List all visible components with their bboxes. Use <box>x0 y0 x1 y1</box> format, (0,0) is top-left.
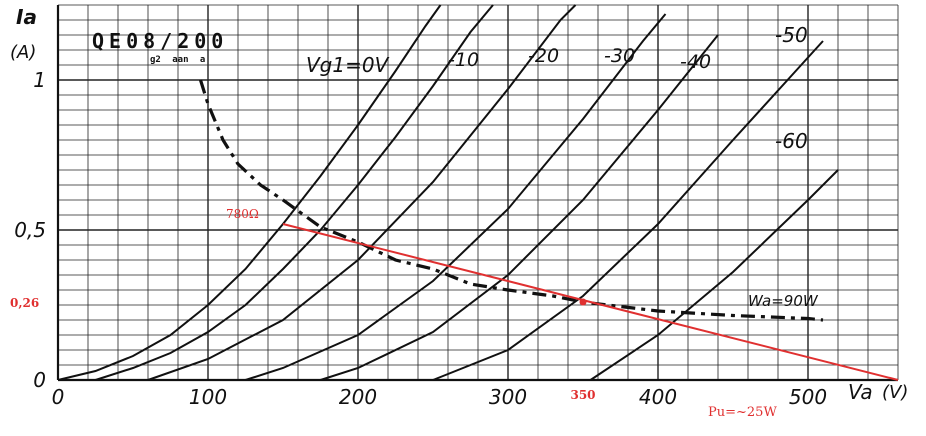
grid <box>56 4 899 382</box>
x-axis-label: Va <box>848 380 873 404</box>
x-tick-label: 300 <box>489 385 527 409</box>
operating-point <box>579 298 587 306</box>
y-tick-label: 0,5 <box>14 218 46 242</box>
curve-20 <box>147 4 577 381</box>
y-tick-label: 0 <box>33 368 46 392</box>
chart-title: QE08/200 <box>92 29 228 53</box>
curve-50 <box>432 40 824 381</box>
curve-60 <box>589 169 839 381</box>
x-tick-label: 500 <box>789 385 827 409</box>
curve-label: -20 <box>528 45 559 67</box>
tick-labels: 0 100 200 300 400 500 0 0,5 1 <box>14 68 827 409</box>
x-tick-label: 400 <box>639 385 677 409</box>
load-line <box>282 223 899 381</box>
curve-40 <box>320 34 719 381</box>
output-power-label: Pu=~25W <box>708 405 777 420</box>
curve-label: -60 <box>775 129 808 153</box>
chart-subtitle: g2 aan a <box>150 55 205 65</box>
curve-label: -50 <box>775 23 808 47</box>
y-marker-label: 0,26 <box>10 296 39 310</box>
y-tick-label: 1 <box>33 68 46 92</box>
dissipation-curve <box>198 79 824 322</box>
x-tick-label: 0 <box>52 385 65 409</box>
curve-vg10v <box>57 4 442 381</box>
y-axis-label: Ia <box>16 5 37 29</box>
curve-30 <box>245 13 667 381</box>
x-tick-label: 100 <box>189 385 227 409</box>
curve-label: -40 <box>680 51 711 73</box>
dissipation-label: Wa=90W <box>748 292 819 310</box>
curve-label: -30 <box>604 45 635 67</box>
x-axis-unit: (V) <box>882 382 908 403</box>
curve-10 <box>95 4 494 381</box>
x-tick-label: 200 <box>339 385 377 409</box>
x-marker-label: 350 <box>570 388 595 402</box>
overlays: Wa=90W 780Ω 350 0,26 Pu=~25W <box>10 79 899 420</box>
load-resistance-label: 780Ω <box>226 207 259 221</box>
curve-label: -10 <box>448 49 479 71</box>
y-axis-unit: (A) <box>10 42 36 63</box>
grid-voltage-curves: Vg1=0V -10 -20 -30 -40 -50 -60 <box>57 4 839 381</box>
curve-label: Vg1=0V <box>306 53 390 77</box>
